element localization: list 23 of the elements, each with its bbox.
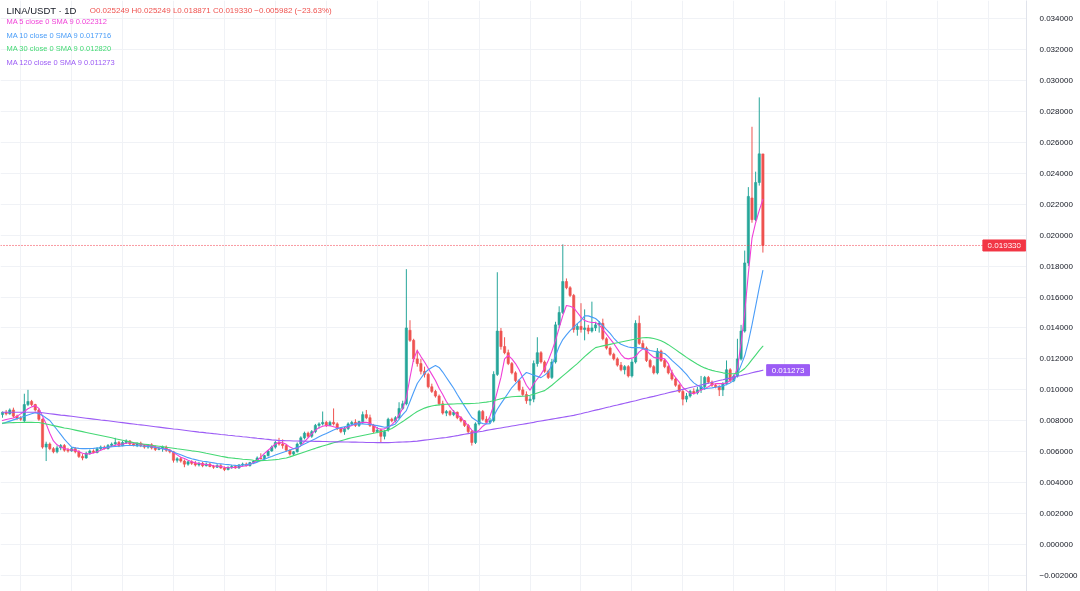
- y-tick-label: 0.012000: [1039, 354, 1074, 364]
- y-tick-label: 0.018000: [1039, 261, 1074, 271]
- y-tick-label: 0.014000: [1039, 323, 1074, 333]
- y-tick-label: 0.010000: [1039, 385, 1074, 395]
- text: LINA/USDT · 1D: [6, 5, 77, 16]
- y-tick-label: 0.016000: [1039, 292, 1074, 302]
- y-tick-label: 0.000000: [1039, 540, 1074, 550]
- y-tick-label: 0.006000: [1039, 447, 1074, 457]
- y-tick-label: 0.004000: [1039, 478, 1074, 488]
- y-tick-label: 0.028000: [1039, 106, 1074, 116]
- y-tick-label: 0.008000: [1039, 416, 1074, 426]
- y-tick-label: 0.020000: [1039, 230, 1074, 240]
- y-tick-label: 0.026000: [1039, 137, 1074, 147]
- y-tick-label: 0.022000: [1039, 199, 1074, 209]
- y-tick-label: 0.034000: [1039, 13, 1074, 23]
- annotation: O0.025249 H0.025249 L0.018871 C0.019330 −0.005982 (−23.63%): [89, 6, 333, 15]
- y-tick-label: 0.002000: [1039, 509, 1074, 519]
- y-tick-label: 0.024000: [1039, 168, 1074, 178]
- y-tick-label: −0.002000: [1039, 571, 1079, 581]
- y-tick-label: 0.032000: [1039, 44, 1074, 54]
- annotation: 0.019330: [987, 240, 1022, 250]
- data-label: 0.011273: [771, 365, 806, 375]
- y-tick-label: 0.030000: [1039, 75, 1074, 85]
